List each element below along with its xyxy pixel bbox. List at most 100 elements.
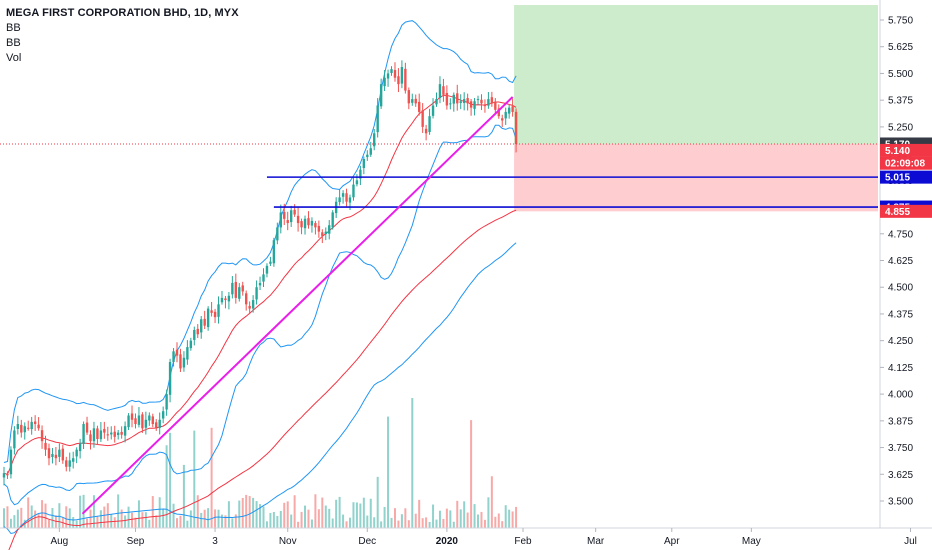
volume-bar bbox=[501, 521, 504, 528]
candle-body bbox=[345, 193, 348, 202]
candle-body bbox=[210, 310, 213, 313]
price-badge-label: 02:09:08 bbox=[885, 159, 925, 170]
volume-bar bbox=[428, 521, 431, 528]
candle-body bbox=[33, 421, 37, 425]
chart-title: MEGA FIRST CORPORATION BHD, 1D, MYX bbox=[6, 7, 239, 19]
volume-bar bbox=[452, 521, 455, 528]
candle-body bbox=[262, 274, 265, 282]
volume-bar bbox=[214, 509, 217, 528]
candle-body bbox=[144, 419, 148, 428]
volume-bar bbox=[89, 509, 92, 528]
candle-body bbox=[44, 442, 47, 450]
candle-body bbox=[103, 428, 106, 433]
volume-bar bbox=[487, 497, 490, 528]
candle-body bbox=[130, 413, 134, 420]
candle-body bbox=[99, 430, 103, 440]
candle-body bbox=[54, 454, 58, 459]
price-tick-label: 5.625 bbox=[888, 42, 913, 53]
candle-body bbox=[123, 426, 127, 436]
candle-body bbox=[393, 69, 397, 78]
candle-body bbox=[168, 362, 172, 395]
bb2-lower-band bbox=[3, 242, 517, 535]
volume-bar bbox=[304, 505, 307, 528]
candle-body bbox=[431, 105, 435, 116]
candle-body bbox=[404, 68, 407, 91]
price-badge bbox=[880, 156, 932, 170]
price-tick-label: 3.875 bbox=[888, 416, 913, 427]
ascending-trendline bbox=[81, 96, 514, 515]
volume-bar bbox=[349, 517, 351, 528]
time-tick-label: Feb bbox=[514, 536, 532, 547]
candle-body bbox=[241, 285, 244, 292]
price-tick-label: 5.250 bbox=[888, 122, 913, 133]
volume-bar bbox=[75, 520, 78, 528]
candle-body bbox=[120, 431, 123, 435]
volume-bar bbox=[310, 519, 313, 528]
time-tick-label: Dec bbox=[358, 536, 376, 547]
price-badge bbox=[880, 204, 932, 218]
candle-body bbox=[386, 73, 390, 79]
volume-bar bbox=[34, 510, 37, 528]
volume-bar bbox=[207, 508, 210, 528]
candle-body bbox=[85, 422, 89, 433]
candle-body bbox=[445, 92, 449, 106]
candle-body bbox=[494, 101, 497, 110]
candle-body bbox=[269, 261, 272, 264]
volume-bar bbox=[113, 517, 116, 528]
candle-body bbox=[106, 434, 109, 436]
candle-body bbox=[490, 97, 494, 104]
candle-body bbox=[407, 90, 411, 104]
volume-bar bbox=[217, 509, 220, 528]
candle-body bbox=[324, 231, 327, 235]
candle-body bbox=[348, 197, 352, 203]
candle-body bbox=[65, 460, 68, 467]
time-tick-label: Apr bbox=[664, 536, 680, 547]
volume-bar bbox=[383, 506, 386, 528]
volume-bar bbox=[165, 445, 168, 528]
candle-body bbox=[438, 84, 442, 98]
position-zones bbox=[514, 5, 878, 212]
volume-bar bbox=[27, 497, 30, 528]
volume-bar bbox=[148, 519, 151, 528]
volume-bar bbox=[338, 496, 341, 528]
volume-bar bbox=[286, 501, 289, 528]
volume-bar bbox=[169, 432, 172, 528]
candle-body bbox=[307, 218, 310, 226]
candle-body bbox=[248, 305, 251, 309]
price-tick-label: 3.625 bbox=[888, 470, 913, 481]
volume-bar bbox=[515, 506, 518, 528]
candle-body bbox=[359, 169, 362, 179]
indicator-label-bb-1[interactable]: BB bbox=[6, 22, 21, 34]
volume-bar bbox=[92, 495, 95, 528]
volume-bar bbox=[200, 512, 203, 528]
volume-bar bbox=[328, 508, 331, 528]
candle-body bbox=[462, 99, 466, 104]
indicator-label-bb-2[interactable]: BB bbox=[6, 37, 21, 49]
candle-body bbox=[283, 211, 286, 219]
candle-body bbox=[286, 220, 289, 224]
candle-body bbox=[127, 415, 130, 428]
volume-bar bbox=[442, 518, 445, 528]
candle-body bbox=[310, 220, 314, 226]
volume-bar bbox=[355, 502, 358, 528]
volume-bar bbox=[435, 519, 438, 528]
volume-bar bbox=[86, 518, 89, 528]
time-tick-label: Jul bbox=[904, 536, 917, 547]
candle-body bbox=[134, 418, 137, 425]
volume-bar bbox=[283, 502, 286, 528]
take-profit-zone bbox=[514, 5, 878, 144]
candle-body bbox=[383, 77, 386, 87]
candle-body bbox=[421, 110, 424, 127]
candle-body bbox=[418, 101, 421, 112]
candle-body bbox=[82, 424, 85, 444]
candle-body bbox=[96, 428, 99, 440]
candle-body bbox=[449, 103, 452, 105]
indicator-label-volume[interactable]: Vol bbox=[6, 52, 22, 64]
volume-bars bbox=[3, 398, 518, 528]
candle-body bbox=[258, 282, 262, 286]
candle-body bbox=[40, 430, 44, 442]
volume-bar bbox=[6, 506, 9, 528]
candle-body bbox=[72, 458, 75, 462]
